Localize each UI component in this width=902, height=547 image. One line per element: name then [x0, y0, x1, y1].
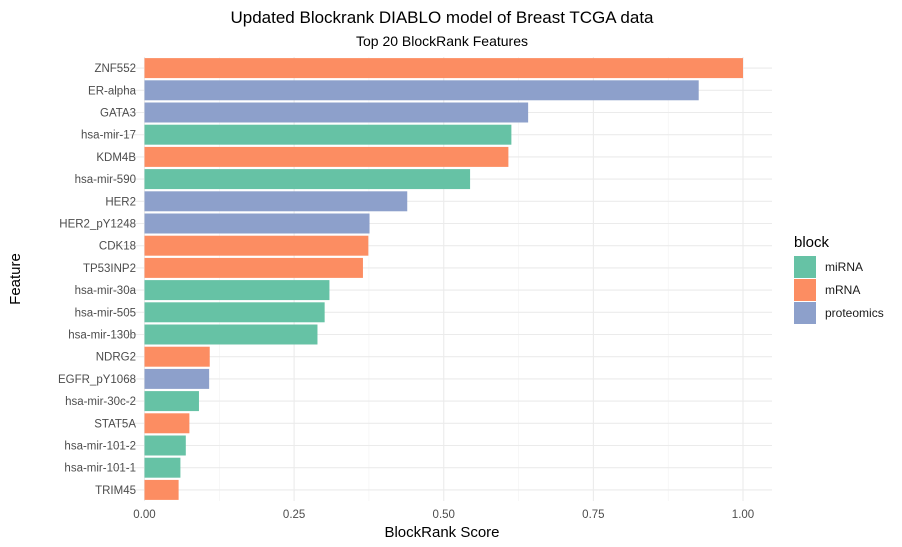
legend-label: proteomics [825, 306, 884, 320]
legend-swatch-mrna [794, 279, 816, 301]
y-tick-label: hsa-mir-17 [81, 130, 136, 142]
x-tick-label: 0.25 [283, 509, 305, 521]
bar-trim45 [144, 479, 179, 500]
bar-hsa-mir-505 [144, 302, 325, 323]
bar-hsa-mir-101-2 [144, 435, 186, 456]
x-axis-title: BlockRank Score [384, 524, 499, 541]
bar-hsa-mir-30a [144, 280, 330, 301]
y-axis-title: Feature [7, 253, 24, 305]
legend: block miRNA mRNA proteomics [794, 234, 884, 324]
x-tick-label: 0.75 [582, 509, 604, 521]
y-tick-label: hsa-mir-101-2 [64, 441, 136, 453]
bar-hsa-mir-590 [144, 169, 471, 190]
y-tick-label: ZNF552 [94, 63, 136, 75]
y-tick-label: STAT5A [94, 418, 136, 430]
y-tick-label: hsa-mir-30a [75, 285, 137, 297]
grid [112, 57, 772, 501]
x-tick-label: 1.00 [732, 509, 754, 521]
x-tick-label: 0.50 [433, 509, 455, 521]
y-tick-label: HER2 [105, 196, 136, 208]
y-tick-labels: ZNF552 ER-alpha GATA3 hsa-mir-17 KDM4B hsa-mi… [58, 63, 137, 497]
x-tick-label: 0.00 [133, 509, 155, 521]
bar-hsa-mir-17 [144, 124, 512, 145]
bar-ndrg2 [144, 346, 210, 367]
y-tick-label: TRIM45 [95, 485, 136, 497]
bar-er-alpha [144, 80, 699, 101]
bar-egfr-py1068 [144, 368, 210, 389]
y-tick-label: hsa-mir-505 [75, 307, 136, 319]
legend-swatch-mirna [794, 256, 816, 278]
y-tick-label: hsa-mir-30c-2 [65, 396, 136, 408]
bar-hsa-mir-101-1 [144, 457, 181, 478]
bar-gata3 [144, 102, 529, 123]
legend-swatch-proteomics [794, 302, 816, 324]
chart-title: Updated Blockrank DIABLO model of Breast… [230, 8, 654, 27]
y-tick-label: TP53INP2 [83, 263, 136, 275]
bar-her2-py1248 [144, 213, 370, 234]
y-tick-label: GATA3 [100, 108, 136, 120]
legend-label: mRNA [825, 283, 860, 297]
y-tick-label: EGFR_pY1068 [58, 374, 136, 386]
y-tick-label: HER2_pY1248 [59, 219, 136, 231]
y-tick-label: NDRG2 [96, 352, 136, 364]
bar-tp53inp2 [144, 257, 363, 278]
y-tick-label: hsa-mir-101-1 [64, 463, 136, 475]
bar-hsa-mir-130b [144, 324, 318, 345]
bars [144, 58, 743, 500]
bar-cdk18 [144, 235, 369, 256]
y-tick-label: hsa-mir-590 [75, 174, 136, 186]
bar-znf552 [144, 58, 743, 79]
chart-subtitle: Top 20 BlockRank Features [356, 33, 528, 49]
y-tick-label: hsa-mir-130b [68, 330, 136, 342]
x-tick-labels: 0.00 0.25 0.50 0.75 1.00 [133, 509, 754, 521]
legend-label: miRNA [825, 260, 863, 274]
y-tick-label: ER-alpha [88, 85, 137, 97]
bar-stat5a [144, 413, 190, 434]
y-tick-label: KDM4B [96, 152, 136, 164]
legend-title: block [794, 234, 830, 251]
bar-her2 [144, 191, 408, 212]
bar-hsa-mir-30c-2 [144, 391, 199, 412]
y-tick-label: CDK18 [99, 241, 136, 253]
bar-kdm4b [144, 146, 509, 167]
